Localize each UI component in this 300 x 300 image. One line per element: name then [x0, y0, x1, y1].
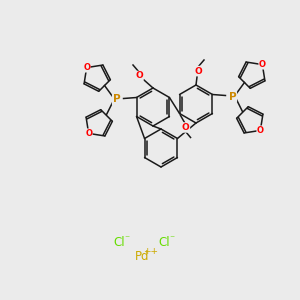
Text: O: O: [135, 71, 143, 80]
Text: P: P: [229, 92, 236, 101]
Text: O: O: [182, 123, 189, 132]
Text: O: O: [194, 67, 202, 76]
Text: O: O: [257, 126, 264, 135]
Text: ⁻: ⁻: [169, 234, 175, 244]
Text: O: O: [83, 63, 90, 72]
Text: P: P: [113, 94, 120, 104]
Text: ++: ++: [143, 248, 158, 256]
Text: O: O: [85, 129, 92, 138]
Text: Cl: Cl: [158, 236, 169, 250]
Text: Pd: Pd: [135, 250, 149, 262]
Text: ⁻: ⁻: [124, 234, 130, 244]
Text: Cl: Cl: [113, 236, 124, 250]
Text: O: O: [259, 60, 266, 69]
